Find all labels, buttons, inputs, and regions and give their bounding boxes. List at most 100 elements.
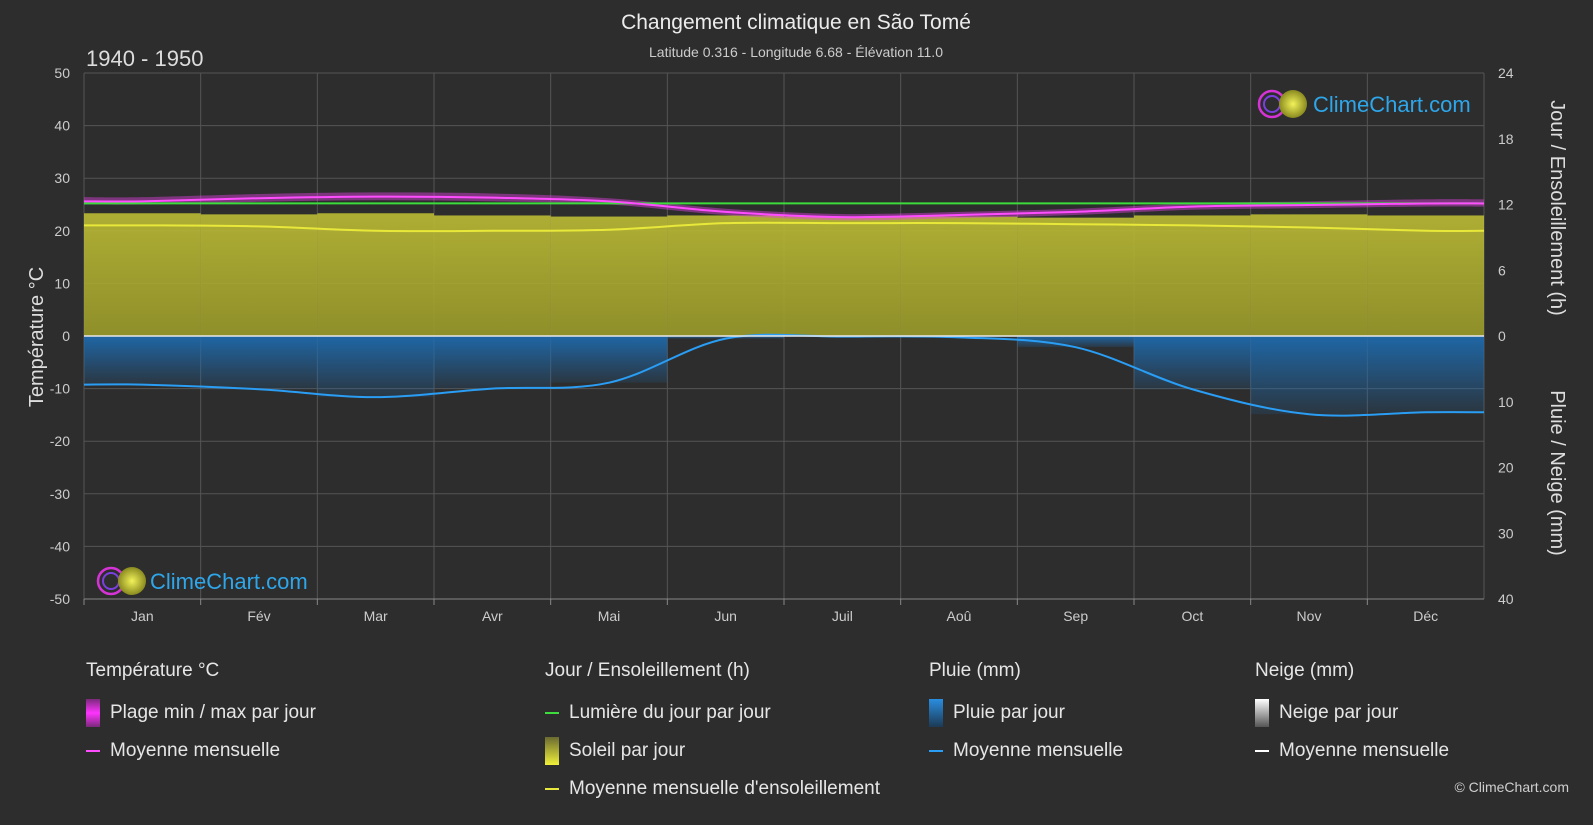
legend-sun-title: Jour / Ensoleillement (h) — [545, 660, 750, 681]
y-right-top-tick-label: 24 — [1498, 65, 1514, 81]
x-tick-label: Jun — [714, 608, 737, 624]
brand-logo-top: ClimeChart.com — [1257, 89, 1471, 119]
snow-swatch — [1255, 699, 1269, 727]
legend-item-label: Moyenne mensuelle d'ensoleillement — [569, 778, 880, 799]
sunshine-swatch — [545, 737, 559, 765]
x-tick-label: Juil — [832, 608, 853, 624]
rain-bar — [1017, 336, 1134, 348]
chart-title: Changement climatique en São Tomé — [621, 11, 971, 34]
y-left-tick-label: 0 — [62, 328, 70, 344]
x-tick-label: Jan — [131, 608, 154, 624]
y-right-bottom-tick-label: 20 — [1498, 460, 1514, 476]
legend-item-label: Moyenne mensuelle — [953, 740, 1124, 761]
y-left-tick-label: -20 — [50, 433, 70, 449]
legend-item-label: Moyenne mensuelle — [1279, 740, 1450, 761]
y-left-tick-label: 50 — [54, 65, 70, 81]
y-left-tick-label: 10 — [54, 275, 70, 291]
rain-bar — [84, 336, 201, 385]
period-label: 1940 - 1950 — [86, 46, 203, 71]
legend-rain: Pluie (mm) Pluie par jour Moyenne mensue… — [929, 660, 1123, 770]
y-right-bottom-tick-label: 10 — [1498, 394, 1514, 410]
x-tick-label: Aoû — [947, 608, 972, 624]
x-tick-label: Fév — [247, 608, 270, 624]
temp-mean-line — [83, 195, 1485, 219]
sunshine-bar — [1250, 214, 1368, 336]
y-axis-left-label: Température °C — [26, 267, 48, 407]
rain-mean-line — [83, 333, 1485, 417]
sunshine-bar — [1017, 217, 1134, 336]
legend-item-sun-mean: Moyenne mensuelle d'ensoleillement — [545, 770, 880, 808]
sunshine-bar — [1367, 215, 1484, 336]
chart-subtitle: Latitude 0.316 - Longitude 6.68 - Élévat… — [649, 44, 943, 60]
sunshine-bar — [550, 216, 668, 336]
legend-item-label: Moyenne mensuelle — [110, 740, 281, 761]
brand-logo-bottom-text: ClimeChart.com — [150, 569, 308, 594]
y-left-tick-label: 20 — [54, 223, 70, 239]
legend-item-daylight: Lumière du jour par jour — [545, 694, 880, 732]
y-right-top-tick-label: 18 — [1498, 131, 1514, 147]
sunshine-bar — [200, 214, 318, 336]
sunshine-bar — [84, 213, 201, 336]
sunshine-bar — [784, 216, 901, 336]
sunshine-bar — [317, 213, 434, 336]
legend-item-sunshine: Soleil par jour — [545, 732, 880, 770]
legend-snow-title: Neige (mm) — [1255, 660, 1355, 681]
x-tick-label: Nov — [1297, 608, 1322, 624]
legend-temperature: Température °C Plage min / max par jour … — [86, 660, 316, 770]
y-left-tick-label: -10 — [50, 381, 70, 397]
sun-mean-line — [83, 221, 1485, 233]
y-left-tick-label: -50 — [50, 591, 70, 607]
sunshine-bar — [667, 215, 784, 336]
sunshine-bar — [900, 216, 1018, 336]
rain-bar — [667, 336, 784, 339]
sunshine-bar — [434, 215, 551, 336]
rain-swatch — [929, 699, 943, 727]
legend-rain-title: Pluie (mm) — [929, 660, 1021, 681]
y-right-top-tick-label: 12 — [1498, 197, 1514, 213]
daylight-swatch — [545, 712, 559, 714]
legend-item-rain-mean: Moyenne mensuelle — [929, 732, 1123, 770]
sunshine-bar — [1134, 215, 1251, 336]
x-tick-label: Oct — [1181, 608, 1203, 624]
series-lines — [83, 192, 1485, 417]
legend-item-snow-mean: Moyenne mensuelle — [1255, 732, 1449, 770]
y-axis-right-bottom-label: Pluie / Neige (mm) — [1546, 390, 1568, 556]
snow-mean-swatch — [1255, 750, 1269, 752]
legend-item-label: Soleil par jour — [569, 740, 686, 761]
y-left-tick-label: -40 — [50, 538, 70, 554]
rain-bar — [1367, 336, 1484, 413]
legend-item-label: Lumière du jour par jour — [569, 702, 771, 723]
temp-range-band — [84, 192, 1484, 221]
y-axis-right-top-label: Jour / Ensoleillement (h) — [1546, 100, 1568, 316]
rain-bar — [550, 336, 668, 383]
legend-item-label: Neige par jour — [1279, 702, 1399, 723]
rain-bar — [200, 336, 318, 390]
y-right-bottom-tick-label: 30 — [1498, 525, 1514, 541]
rain-bar — [317, 336, 434, 398]
legend-item-snow: Neige par jour — [1255, 694, 1449, 732]
rain-bar — [1250, 336, 1368, 415]
rain-bar — [1134, 336, 1251, 390]
rain-bar — [434, 336, 551, 389]
sunshine-bars — [84, 213, 1484, 336]
y-right-top-tick-label: 6 — [1498, 262, 1506, 278]
legend-item-label: Plage min / max par jour — [110, 702, 316, 723]
legend-item-temp-range: Plage min / max par jour — [86, 694, 316, 732]
x-tick-label: Sep — [1063, 608, 1088, 624]
y-left-tick-label: -30 — [50, 486, 70, 502]
brand-logo-top-text: ClimeChart.com — [1313, 92, 1471, 117]
sun-mean-swatch — [545, 788, 559, 790]
rain-bars — [84, 336, 1484, 415]
legend-item-rain: Pluie par jour — [929, 694, 1123, 732]
legend-temperature-title: Température °C — [86, 660, 220, 681]
x-tick-label: Mai — [598, 608, 621, 624]
rain-mean-swatch — [929, 750, 943, 752]
axes: 50 40 30 20 10 0 -10 -20 -30 -40 -50 24 18 12 6 0 10 20 30… — [50, 65, 1514, 624]
copyright: © ClimeChart.com — [1454, 779, 1569, 795]
temp-range-swatch — [86, 699, 100, 727]
legend-item-temp-mean: Moyenne mensuelle — [86, 732, 316, 770]
y-left-tick-label: 40 — [54, 118, 70, 134]
legend-sun: Jour / Ensoleillement (h) Lumière du jou… — [545, 660, 880, 808]
x-tick-label: Mar — [364, 608, 388, 624]
